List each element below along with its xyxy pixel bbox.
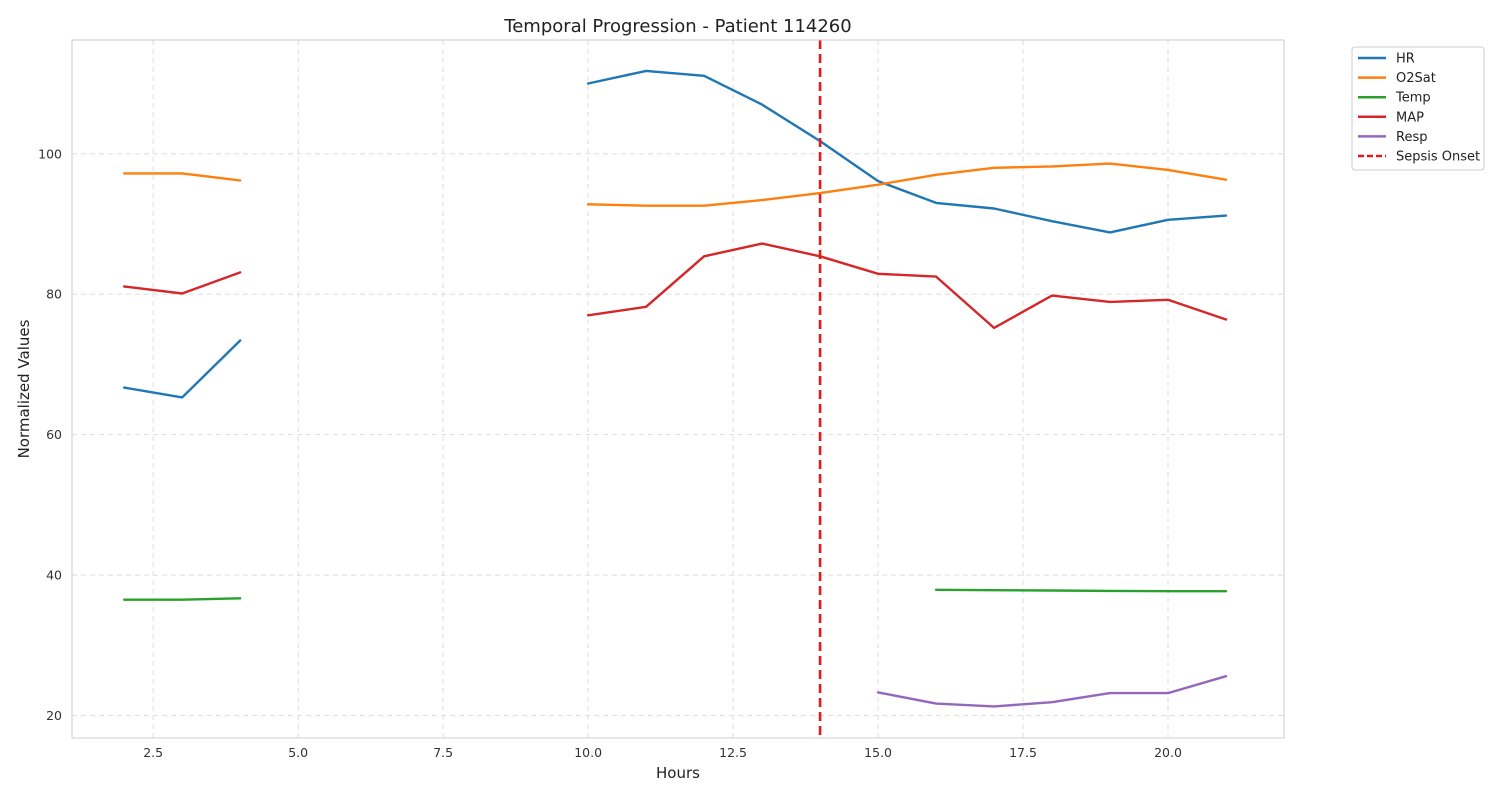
chart-title: Temporal Progression - Patient 114260: [503, 16, 851, 37]
series-line-o2sat: [122, 172, 242, 182]
x-tick-label: 5.0: [288, 745, 308, 760]
x-tick-label: 17.5: [1009, 745, 1037, 760]
y-tick-label: 100: [38, 146, 62, 161]
series-layer: [122, 69, 1228, 708]
y-tick-label: 20: [46, 708, 62, 723]
series-line-map: [122, 271, 242, 295]
y-tick-label: 80: [46, 287, 62, 302]
legend-label: HR: [1396, 52, 1415, 67]
series-line-hr: [122, 339, 242, 399]
x-tick-label: 10.0: [574, 745, 602, 760]
series-hr: [122, 69, 1228, 399]
y-tick-label: 60: [46, 427, 62, 442]
series-line-o2sat: [586, 162, 1228, 207]
legend: HR O2Sat Temp MAP Resp Sepsis Onset: [1351, 46, 1485, 171]
y-axis: 20 40 60 80 100: [38, 146, 62, 723]
grid: [72, 40, 1284, 738]
x-tick-label: 20.0: [1154, 745, 1182, 760]
series-line-resp: [876, 675, 1228, 708]
x-tick-label: 12.5: [719, 745, 747, 760]
legend-label: MAP: [1396, 110, 1424, 125]
series-temp: [122, 588, 1228, 601]
series-line-temp: [934, 588, 1228, 593]
series-resp: [876, 675, 1228, 708]
series-line-temp: [122, 597, 242, 601]
plot-frame: [71, 39, 1285, 739]
y-tick-label: 40: [46, 568, 62, 583]
x-axis-label: Hours: [656, 764, 700, 782]
x-tick-label: 15.0: [864, 745, 892, 760]
legend-label: O2Sat: [1396, 71, 1436, 86]
series-line-map: [586, 242, 1228, 330]
series-o2sat: [122, 162, 1228, 207]
series-line-hr: [586, 69, 1228, 234]
legend-items: HR O2Sat Temp MAP Resp Sepsis Onset: [1358, 52, 1480, 165]
legend-label: Resp: [1396, 130, 1427, 145]
x-axis: 2.5 5.0 7.5 10.0 12.5 15.0 17.5 20.0: [143, 745, 1182, 760]
series-map: [122, 242, 1228, 330]
y-axis-label: Normalized Values: [15, 319, 33, 458]
x-tick-label: 7.5: [433, 745, 453, 760]
legend-label: Temp: [1395, 91, 1431, 106]
legend-label: Sepsis Onset: [1396, 150, 1480, 165]
x-tick-label: 2.5: [143, 745, 163, 760]
